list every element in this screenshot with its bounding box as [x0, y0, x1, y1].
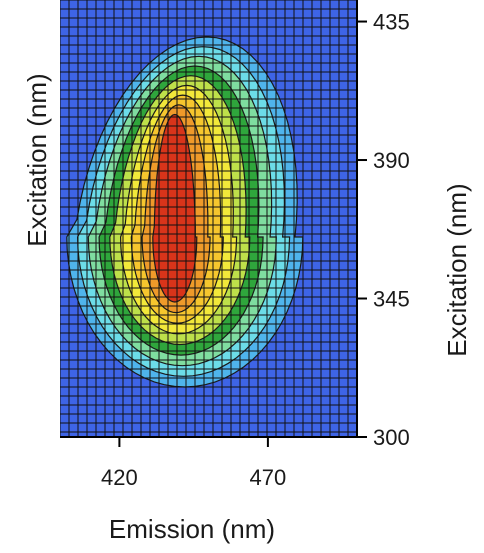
- x-axis: 420 470: [60, 436, 357, 490]
- y-tick-label: 345: [373, 287, 410, 312]
- x-tick-label: 420: [101, 465, 138, 490]
- y-axis-title-left: Excitation (nm): [22, 73, 52, 246]
- right-axis: 300 345 390 435: [356, 0, 410, 450]
- y-tick-label: 435: [373, 10, 410, 35]
- x-axis-title: Emission (nm): [109, 514, 275, 544]
- y-tick-label: 390: [373, 148, 410, 173]
- x-tick-label: 470: [250, 465, 287, 490]
- y-axis-title-right: Excitation (nm): [442, 183, 472, 356]
- mesh-grid: [60, 0, 357, 437]
- y-tick-label: 300: [373, 425, 410, 450]
